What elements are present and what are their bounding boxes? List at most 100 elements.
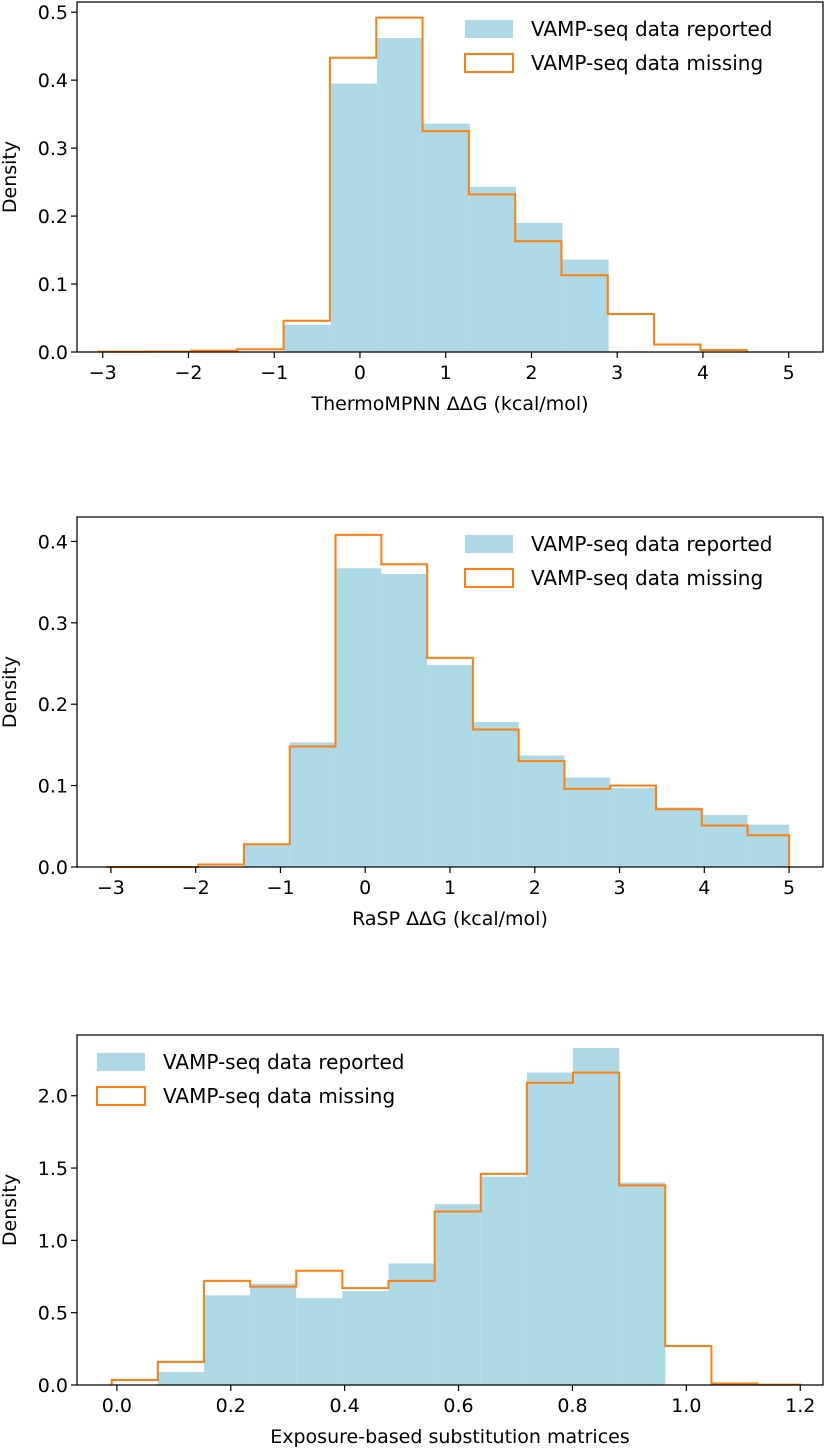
reported-bar — [330, 83, 378, 352]
x-tick-label: −1 — [260, 362, 288, 384]
x-axis-ticks: −3 −2 −1 0 1 2 3 4 5 — [97, 867, 795, 899]
x-tick-label: 2 — [525, 362, 537, 384]
reported-bar — [610, 788, 656, 867]
x-tick-label: 1.2 — [785, 1395, 815, 1417]
reported-bar — [203, 1295, 251, 1385]
x-tick-label: 3 — [613, 877, 625, 899]
reported-bar — [377, 38, 424, 353]
x-tick-label: 1 — [440, 362, 452, 384]
legend-swatch-reported — [465, 20, 513, 38]
x-tick-label: −1 — [266, 877, 294, 899]
y-tick-label: 0.1 — [38, 274, 68, 296]
reported-bar — [381, 573, 428, 867]
x-tick-label: 0 — [354, 362, 366, 384]
reported-bar — [701, 814, 748, 867]
reported-bar — [472, 722, 519, 867]
x-axis-ticks: 0.0 0.2 0.4 0.6 0.8 1.0 1.2 — [102, 1385, 815, 1417]
reported-bar — [296, 1298, 343, 1385]
reported-bar — [244, 845, 290, 867]
y-axis-ticks: 0.0 0.5 1.0 1.5 2.0 — [38, 1086, 77, 1397]
reported-bar — [388, 1263, 435, 1385]
legend-label-missing: VAMP-seq data missing — [531, 566, 763, 590]
reported-bar — [335, 568, 382, 867]
x-tick-label: 1 — [444, 877, 456, 899]
missing-step-outline — [106, 533, 791, 868]
reported-bar — [747, 824, 790, 867]
reported-bar — [423, 123, 470, 352]
y-tick-label: 0.4 — [38, 531, 68, 553]
legend-label-reported: VAMP-seq data reported — [531, 17, 772, 41]
reported-bar — [427, 665, 473, 867]
x-tick-label: 5 — [783, 362, 795, 384]
reported-bar — [289, 742, 336, 867]
legend-swatch-missing — [464, 53, 514, 73]
exposure-histogram-panel: 0.0 0.2 0.4 0.6 0.8 1.0 1.2 0.0 0.5 1.0 1.5 2.0 Ex… — [0, 1034, 824, 1448]
x-tick-label: 1.0 — [671, 1395, 701, 1417]
x-tick-label: 0.2 — [216, 1395, 246, 1417]
x-tick-label: 3 — [611, 362, 623, 384]
reported-bar — [518, 755, 565, 867]
y-tick-label: 0.0 — [38, 342, 68, 364]
legend: VAMP-seq data reported VAMP-seq data mis… — [96, 1050, 404, 1108]
missing-step-outline — [97, 16, 748, 353]
y-tick-label: 0.0 — [38, 857, 68, 879]
y-axis-label: Density — [0, 1174, 21, 1246]
x-axis-label: Exposure-based substitution matrices — [270, 1426, 630, 1448]
missing-step-outline — [110, 1071, 802, 1386]
reported-bar — [564, 777, 611, 867]
y-tick-label: 0.3 — [38, 613, 68, 635]
x-axis-label: ThermoMPNN ΔΔG (kcal/mol) — [310, 393, 588, 415]
legend-swatch-missing — [96, 1086, 146, 1106]
y-axis-ticks: 0.0 0.1 0.2 0.3 0.4 0.5 — [38, 2, 77, 364]
x-tick-label: 0.6 — [443, 1395, 473, 1417]
legend-label-missing: VAMP-seq data missing — [163, 1084, 395, 1108]
y-axis-label: Density — [0, 141, 21, 213]
y-tick-label: 1.5 — [38, 1158, 68, 1180]
plot-frame — [76, 1, 824, 353]
legend-swatch-reported — [465, 535, 513, 553]
x-tick-label: 0.4 — [330, 1395, 360, 1417]
reported-bar — [434, 1204, 481, 1385]
plot-frame — [76, 1034, 824, 1386]
legend-label-missing: VAMP-seq data missing — [531, 51, 763, 75]
x-tick-label: 5 — [783, 877, 795, 899]
reported-bar — [619, 1182, 666, 1385]
reported-bar — [573, 1048, 620, 1385]
y-tick-label: 2.0 — [38, 1086, 68, 1108]
x-tick-label: 4 — [698, 877, 710, 899]
thermompnn-histogram-panel: −3 −2 −1 0 1 2 3 4 5 0.0 0.1 0.2 0.3 0.4 0.5 ThermoMP… — [0, 1, 824, 415]
x-tick-label: 0 — [359, 877, 371, 899]
rasp-histogram-panel: −3 −2 −1 0 1 2 3 4 5 0.0 0.1 0.2 0.3 0.4 RaSP ΔΔG (k… — [0, 516, 824, 930]
reported-bar — [284, 324, 331, 352]
y-tick-label: 0.1 — [38, 776, 68, 798]
reported-bar — [480, 1176, 527, 1385]
reported-bar — [562, 259, 609, 352]
legend-swatch-missing — [464, 568, 514, 588]
x-axis-ticks: −3 −2 −1 0 1 2 3 4 5 — [89, 352, 795, 384]
y-tick-label: 0.3 — [38, 138, 68, 160]
legend-swatch-reported — [97, 1053, 145, 1071]
legend: VAMP-seq data reported VAMP-seq data mis… — [464, 17, 772, 75]
legend-label-reported: VAMP-seq data reported — [531, 532, 772, 556]
y-axis-label: Density — [0, 656, 21, 728]
x-axis-label: RaSP ΔΔG (kcal/mol) — [352, 908, 548, 930]
reported-bar — [516, 222, 563, 352]
reported-bar — [157, 1371, 204, 1385]
x-tick-label: −3 — [89, 362, 117, 384]
y-tick-label: 0.2 — [38, 694, 68, 716]
reported-bar — [526, 1072, 574, 1385]
y-tick-label: 1.0 — [38, 1230, 68, 1252]
reported-bars — [157, 1048, 666, 1385]
legend-label-reported: VAMP-seq data reported — [163, 1050, 404, 1074]
x-tick-label: −2 — [182, 877, 210, 899]
reported-bar — [655, 807, 702, 867]
x-tick-label: 4 — [697, 362, 709, 384]
x-tick-label: 0.0 — [102, 1395, 132, 1417]
reported-bar — [250, 1283, 297, 1385]
y-tick-label: 0.5 — [38, 1303, 68, 1325]
reported-bar — [342, 1290, 389, 1385]
x-tick-label: −2 — [174, 362, 202, 384]
reported-bars — [244, 568, 790, 867]
y-tick-label: 0.2 — [38, 206, 68, 228]
